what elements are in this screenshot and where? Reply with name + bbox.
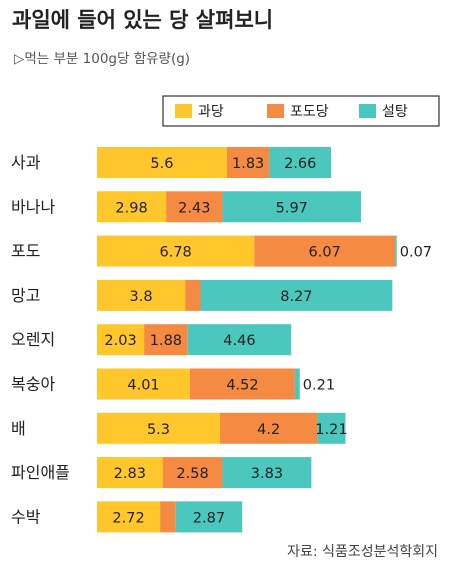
data-label: 2.58 <box>176 466 208 482</box>
bar-segment <box>97 191 167 223</box>
bar-segment <box>162 457 223 489</box>
bar-segment <box>97 412 220 444</box>
bar-segment <box>166 191 223 223</box>
category-label: 오렌지 <box>11 330 55 349</box>
category-label: 수박 <box>11 507 41 526</box>
data-label: 1.88 <box>150 333 182 349</box>
bar-segment <box>254 235 396 267</box>
data-label: 0.21 <box>303 378 335 394</box>
category-label: 배 <box>11 419 26 438</box>
data-label: 3.8 <box>130 289 153 305</box>
category-label: 포도 <box>11 242 40 261</box>
category-label: 사과 <box>11 153 41 172</box>
legend-label: 과당 <box>198 104 224 120</box>
data-label: 2.43 <box>178 200 210 216</box>
bar-segment <box>317 412 346 444</box>
bar-segment <box>97 457 163 489</box>
data-label: 3.83 <box>251 466 283 482</box>
bar-segment <box>222 191 362 223</box>
legend-box <box>162 95 440 127</box>
bar-segment <box>187 324 292 356</box>
data-label: 2.83 <box>114 466 146 482</box>
chart-title: 과일에 들어 있는 당 살펴보니 <box>12 8 273 32</box>
data-label: 5.6 <box>150 156 173 172</box>
legend: 과당 포도당 설탕 <box>162 95 440 127</box>
data-label: 5.97 <box>276 200 308 216</box>
data-label: 4.52 <box>226 378 258 394</box>
bar-segment <box>185 279 201 311</box>
legend-swatch <box>267 104 284 118</box>
bar-segment <box>294 368 300 400</box>
bar-segment <box>97 147 227 178</box>
legend-label: 설탕 <box>382 104 408 120</box>
data-label: 1.21 <box>315 422 347 438</box>
data-label: 1.83 <box>232 156 264 172</box>
bar-segment <box>97 235 255 267</box>
bars: 5.6 1.83 2.66 2.98 2.43 5.97 6.78 6.07 0.07 3.8 0.… <box>97 147 432 533</box>
bar-segment <box>222 457 312 489</box>
bar-segment <box>219 412 318 444</box>
data-label: 8.27 <box>280 289 312 305</box>
data-label: 6.78 <box>159 245 191 261</box>
bar-segment <box>269 147 332 178</box>
data-label: 2.03 <box>104 333 136 349</box>
bar-segment <box>175 501 243 533</box>
legend-label: 포도당 <box>290 104 329 120</box>
data-label: 6.07 <box>309 245 341 261</box>
chart-subtitle: ▷먹는 부분 100g당 함유량(g) <box>14 51 190 67</box>
category-label: 바나나 <box>11 197 55 216</box>
bar-segment <box>190 368 295 400</box>
data-label: 2.87 <box>193 510 225 526</box>
data-label: 2.72 <box>112 510 144 526</box>
bar-segment <box>200 279 393 311</box>
data-label: 2.98 <box>115 200 147 216</box>
data-label: 0.07 <box>400 245 432 261</box>
category-label: 파인애플 <box>11 463 70 482</box>
bar-segment <box>97 368 191 400</box>
data-label: 4.46 <box>223 333 255 349</box>
legend-swatch <box>175 104 192 118</box>
data-label: 2.66 <box>284 156 316 172</box>
bar-segment <box>226 147 270 178</box>
data-label: 4.2 <box>257 422 280 438</box>
legend-swatch <box>359 104 376 118</box>
source-note: 자료: 식품조성분석학회지 <box>287 544 438 560</box>
bar-segment <box>97 324 145 356</box>
bar-segment <box>97 279 186 311</box>
bar-segment <box>97 501 161 533</box>
data-label: 5.3 <box>147 422 170 438</box>
data-label: 4.01 <box>127 378 159 394</box>
bar-segment <box>144 324 188 356</box>
bar-segment <box>395 235 397 267</box>
category-label: 망고 <box>11 286 40 305</box>
bar-segment <box>160 501 176 533</box>
category-label: 복숭아 <box>11 375 55 394</box>
